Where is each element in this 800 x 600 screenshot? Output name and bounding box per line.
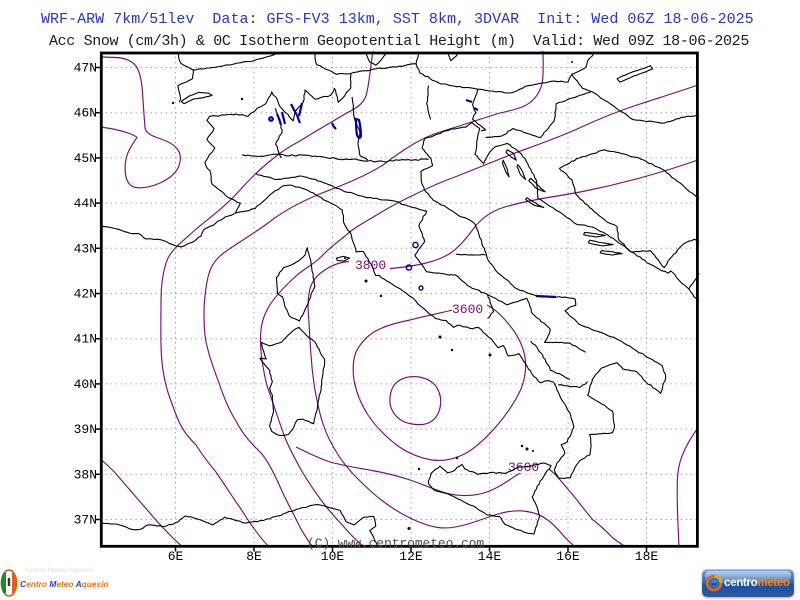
svg-text:3600: 3600 (508, 460, 539, 475)
svg-text:39N: 39N (74, 422, 97, 437)
svg-text:(C) www.centrometeo.com: (C) www.centrometeo.com (307, 536, 484, 551)
svg-text:37N: 37N (74, 513, 97, 528)
svg-text:44N: 44N (74, 196, 97, 211)
svg-text:40N: 40N (74, 377, 97, 392)
svg-text:10E: 10E (321, 549, 345, 564)
svg-text:12E: 12E (399, 549, 423, 564)
svg-text:46N: 46N (74, 106, 97, 121)
svg-text:8E: 8E (246, 549, 262, 564)
svg-text:18E: 18E (635, 549, 659, 564)
svg-text:45N: 45N (74, 151, 97, 166)
svg-text:14E: 14E (478, 549, 502, 564)
svg-text:3800: 3800 (355, 258, 386, 273)
svg-text:41N: 41N (74, 332, 97, 347)
svg-text:16E: 16E (556, 549, 580, 564)
svg-text:42N: 42N (74, 287, 97, 302)
svg-text:38N: 38N (74, 467, 97, 482)
svg-text:3600: 3600 (452, 302, 483, 317)
svg-text:47N: 47N (74, 61, 97, 76)
svg-text:6E: 6E (168, 549, 184, 564)
svg-text:43N: 43N (74, 241, 97, 256)
